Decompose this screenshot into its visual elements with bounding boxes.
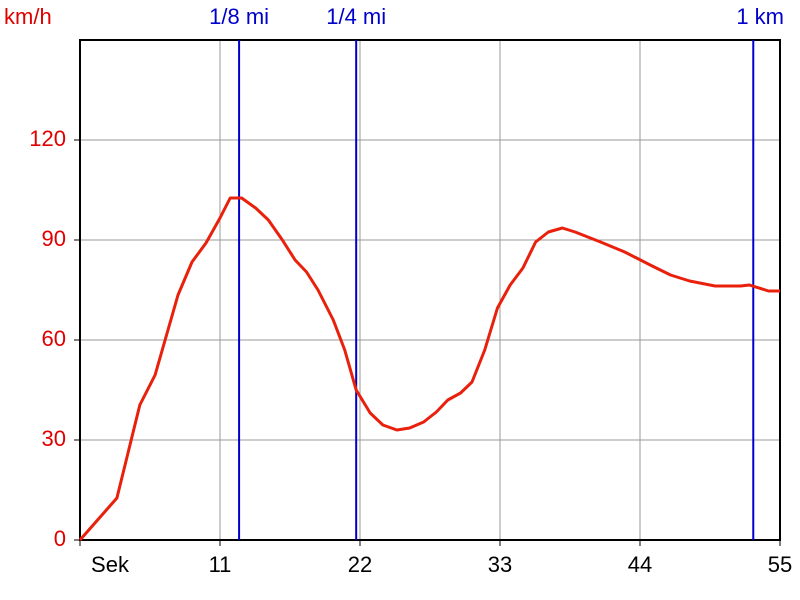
x-tick-label: 44 (628, 552, 652, 577)
x-tick-label: 33 (488, 552, 512, 577)
y-tick-label: 30 (42, 426, 66, 451)
x-tick-label: 55 (768, 552, 792, 577)
y-tick-label: 0 (54, 526, 66, 551)
y-tick-label: 60 (42, 326, 66, 351)
plot-border (79, 39, 781, 541)
x-tick-label: 22 (348, 552, 372, 577)
distance-marker-label: 1/4 mi (326, 4, 386, 29)
x-tick-label: 11 (209, 552, 232, 577)
distance-marker-label: 1 km (736, 4, 784, 29)
distance-marker-label: 1/8 mi (209, 4, 269, 29)
y-tick-label: 120 (29, 126, 66, 151)
x-tick-label: Sek (91, 552, 130, 577)
speed-line (78, 196, 780, 541)
y-tick-label: 90 (42, 226, 66, 251)
y-axis-label: km/h (4, 4, 52, 29)
